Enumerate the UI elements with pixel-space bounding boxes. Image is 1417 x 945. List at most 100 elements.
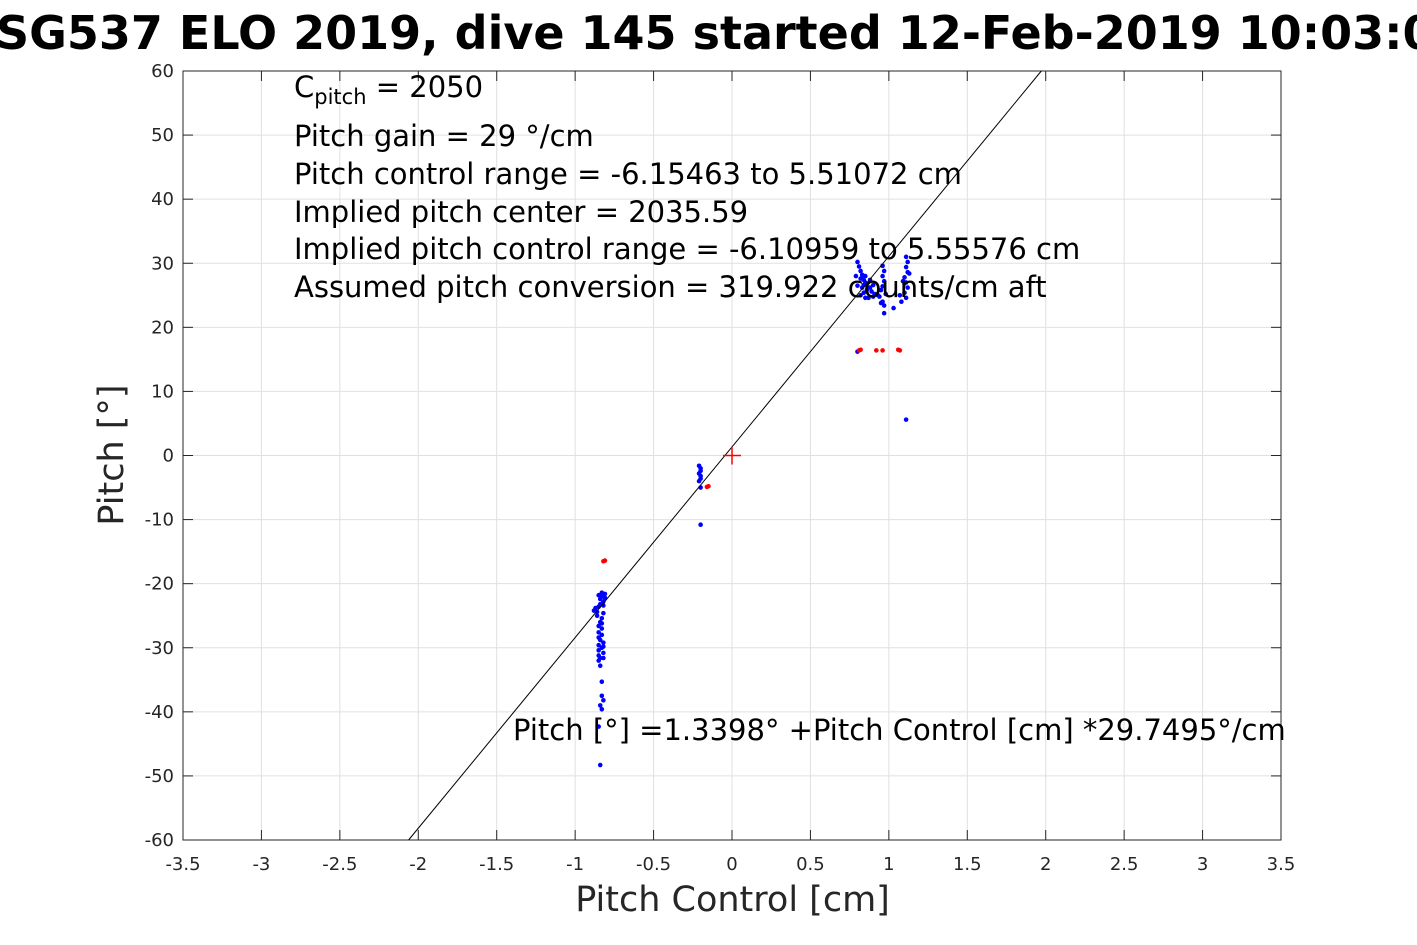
blue-data-point bbox=[878, 287, 884, 293]
blue-data-point bbox=[858, 292, 863, 298]
y-tick-label: 60 bbox=[151, 61, 174, 82]
red-data-point bbox=[602, 558, 608, 563]
blue-data-point bbox=[905, 285, 910, 290]
cpitch-symbol: C bbox=[294, 70, 315, 104]
blue-data-point bbox=[855, 283, 860, 288]
y-tick-label: 20 bbox=[151, 317, 174, 338]
x-tick-label: -1.5 bbox=[479, 854, 514, 875]
blue-data-point bbox=[905, 259, 910, 265]
blue-data-point bbox=[903, 254, 909, 260]
blue-data-point bbox=[696, 463, 702, 469]
blue-data-point bbox=[883, 291, 889, 297]
blue-data-point bbox=[599, 632, 605, 638]
data-points bbox=[591, 254, 912, 768]
blue-data-point bbox=[880, 273, 885, 279]
cpitch-value: = 2050 bbox=[366, 70, 484, 104]
y-axis-label: Pitch [°] bbox=[92, 384, 132, 526]
blue-data-point bbox=[599, 621, 605, 626]
blue-data-point bbox=[897, 292, 903, 298]
blue-data-point bbox=[861, 282, 867, 288]
blue-data-point bbox=[599, 693, 605, 699]
blue-data-point bbox=[900, 278, 906, 284]
blue-data-point bbox=[599, 615, 605, 621]
blue-data-point bbox=[597, 663, 603, 668]
blue-data-point bbox=[596, 648, 601, 653]
blue-data-point bbox=[863, 273, 868, 279]
y-tick-label: 30 bbox=[151, 253, 174, 274]
y-tick-label: 40 bbox=[151, 189, 174, 210]
x-axis-label: Pitch Control [cm] bbox=[575, 880, 890, 920]
blue-data-point bbox=[698, 522, 703, 528]
red-data-point bbox=[880, 348, 885, 353]
blue-data-point bbox=[903, 264, 909, 270]
red-data-point bbox=[895, 347, 901, 353]
blue-data-point bbox=[596, 635, 601, 640]
blue-data-point bbox=[906, 271, 912, 276]
annotation-cpitch: Cpitch = 2050 bbox=[294, 70, 483, 109]
x-tick-label: 0.5 bbox=[796, 854, 825, 875]
y-tick-label: 10 bbox=[151, 381, 174, 402]
blue-data-point bbox=[597, 703, 603, 708]
blue-data-point bbox=[870, 282, 876, 288]
blue-data-point bbox=[867, 285, 873, 290]
x-tick-label: -2 bbox=[409, 854, 427, 875]
blue-data-point bbox=[601, 599, 606, 604]
red-data-point bbox=[706, 483, 711, 489]
blue-data-point bbox=[601, 640, 606, 645]
blue-data-point bbox=[596, 592, 601, 598]
blue-data-point bbox=[880, 299, 885, 305]
blue-data-point bbox=[596, 630, 601, 635]
y-tick-label: -40 bbox=[145, 702, 174, 723]
red-data-point bbox=[858, 347, 863, 353]
chart-title: SG537 ELO 2019, dive 145 started 12-Feb-… bbox=[0, 6, 1417, 60]
blue-data-point bbox=[601, 610, 606, 616]
blue-data-point bbox=[881, 303, 887, 308]
blue-data-point bbox=[861, 290, 867, 296]
blue-data-point bbox=[881, 310, 887, 316]
y-tick-label: -50 bbox=[145, 766, 174, 787]
blue-data-point bbox=[903, 417, 909, 422]
blue-data-point bbox=[869, 289, 874, 294]
blue-data-point bbox=[902, 275, 907, 280]
blue-data-point bbox=[597, 762, 603, 768]
grid-lines bbox=[182, 70, 1282, 841]
y-tick-label: -10 bbox=[145, 510, 174, 531]
blue-data-point bbox=[877, 294, 882, 299]
blue-data-point bbox=[594, 613, 600, 619]
blue-data-point bbox=[903, 295, 909, 301]
x-tick-label: 3 bbox=[1197, 854, 1208, 875]
x-tick-label: -2.5 bbox=[322, 854, 357, 875]
blue-data-point bbox=[601, 650, 606, 656]
y-tick-label: -30 bbox=[145, 638, 174, 659]
blue-data-point bbox=[856, 264, 862, 269]
y-tick-label: -20 bbox=[145, 574, 174, 595]
red-data-point bbox=[874, 348, 879, 353]
x-tick-label: 1 bbox=[883, 854, 894, 875]
fit-equation: Pitch [°] =1.3398° +Pitch Control [cm] *… bbox=[513, 713, 1286, 747]
blue-data-point bbox=[601, 644, 606, 649]
blue-data-point bbox=[597, 655, 603, 661]
blue-data-point bbox=[899, 299, 904, 305]
cpitch-subscript: pitch bbox=[314, 84, 367, 109]
blue-data-point bbox=[858, 268, 863, 274]
blue-data-point bbox=[596, 623, 601, 629]
x-tick-label: 2.5 bbox=[1110, 854, 1139, 875]
blue-data-point bbox=[866, 295, 871, 301]
blue-data-point bbox=[601, 697, 606, 703]
annotation-implied-pitch-center: Implied pitch center = 2035.59 bbox=[294, 195, 749, 229]
x-tick-label: 0 bbox=[726, 854, 737, 875]
annotation-pitch-conversion: Assumed pitch conversion = 319.922 count… bbox=[294, 270, 1047, 304]
blue-data-point bbox=[602, 595, 608, 601]
blue-data-point bbox=[881, 268, 887, 274]
blue-data-point bbox=[880, 284, 885, 289]
blue-data-point bbox=[602, 591, 608, 597]
blue-data-point bbox=[872, 291, 878, 297]
annotation-implied-control-range: Implied pitch control range = -6.10959 t… bbox=[294, 232, 1081, 266]
x-tick-label: -1 bbox=[566, 854, 584, 875]
annotation-pitch-control-range: Pitch control range = -6.15463 to 5.5107… bbox=[294, 157, 962, 191]
blue-data-point bbox=[596, 642, 601, 648]
y-tick-label: -60 bbox=[145, 830, 174, 851]
blue-data-point bbox=[881, 278, 887, 284]
x-tick-label: 3.5 bbox=[1267, 854, 1296, 875]
x-tick-label: -3 bbox=[252, 854, 270, 875]
